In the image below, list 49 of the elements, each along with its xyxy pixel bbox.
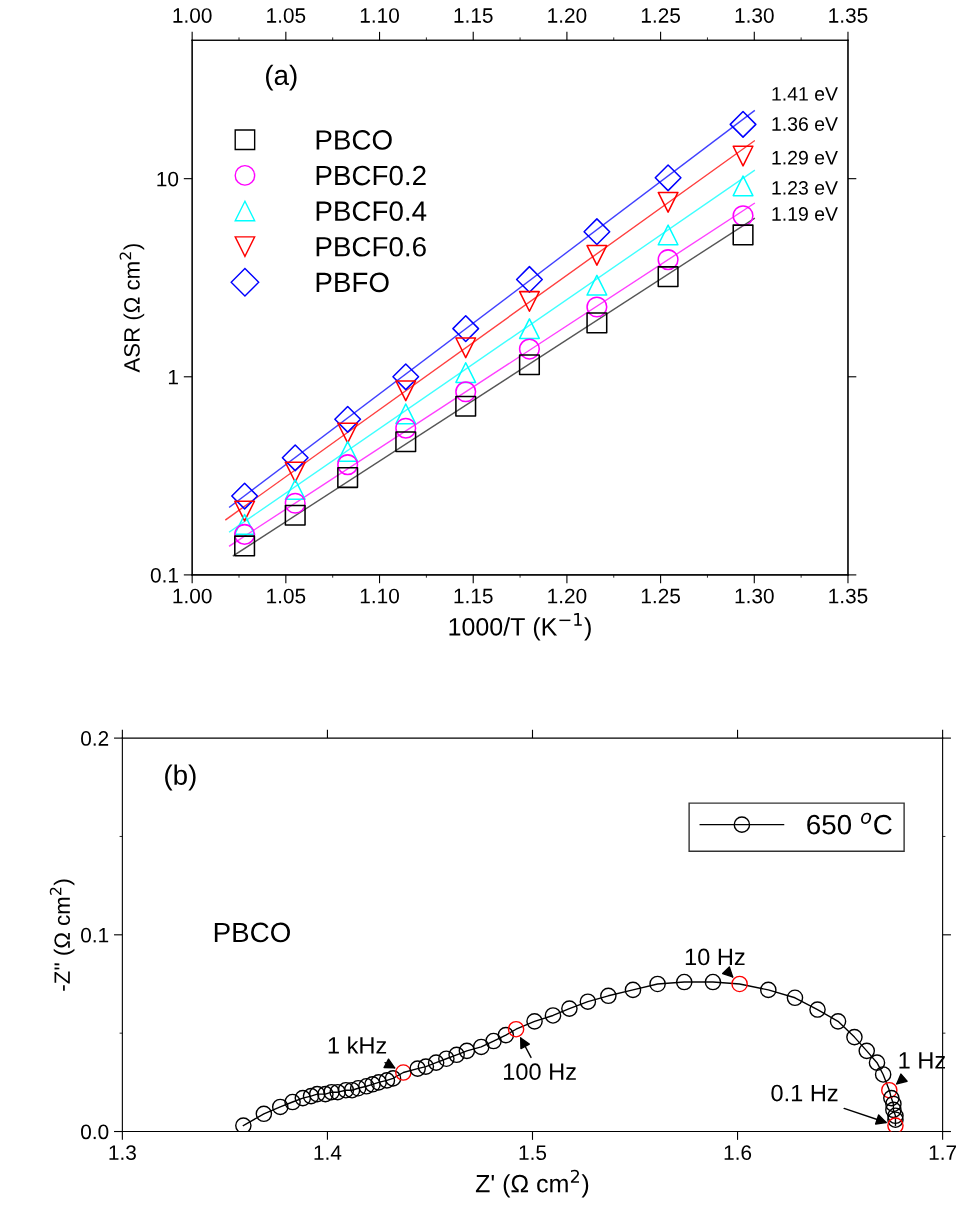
x-tick-label: 1.6	[724, 1145, 752, 1161]
x-tick-label: 1.15	[454, 588, 493, 604]
annotation: 1.41 eV	[772, 87, 838, 101]
legend-label: PBCF0.2	[316, 165, 426, 186]
x2-tick-label: 1.00	[173, 8, 212, 23]
legend-label: PBCO	[316, 130, 392, 150]
annotation: (a)	[266, 64, 297, 91]
y-tick-label: 0.0	[81, 1124, 109, 1140]
x-axis-title: 1000/T (K$^{−1}$)	[449, 613, 591, 641]
annotation: 1.23 eV	[772, 180, 838, 195]
x-tick-label: 1.4	[314, 1145, 342, 1160]
legend-label: 650 $^{o}$C	[807, 812, 892, 835]
x-axis-title: Z' (Ω cm$^{2}$)	[475, 1169, 589, 1198]
annotation: 1.29 eV	[772, 150, 838, 165]
x-tick-label: 1.3	[109, 1145, 136, 1161]
y-axis-title: ASR (Ω cm$^{2}$)	[119, 244, 145, 373]
annotation: PBCO	[214, 922, 290, 943]
x2-tick-label: 1.25	[641, 8, 680, 23]
x2-tick-label: 1.15	[454, 8, 493, 23]
x-tick-label: 1.35	[829, 588, 868, 604]
x2-tick-label: 1.20	[548, 8, 587, 23]
legend-label: PBCF0.4	[316, 201, 427, 221]
x2-tick-label: 1.30	[735, 8, 774, 23]
x-tick-label: 1.30	[735, 588, 774, 604]
annotation: 100 Hz	[504, 1063, 576, 1081]
y-tick-label: 1	[168, 370, 178, 385]
x-tick-label: 1.10	[360, 588, 399, 604]
annotation: (b)	[165, 764, 196, 791]
annotation: 1 kHz	[328, 1036, 387, 1054]
annotation: 1.36 eV	[772, 117, 838, 131]
y-tick-label: 0.1	[150, 567, 178, 583]
y-axis-title: -Z'' (Ω cm$^{2}$)	[49, 879, 75, 991]
x-tick-label: 1.5	[519, 1145, 547, 1161]
y-tick-label: 0.2	[81, 731, 109, 746]
annotation: 1.19 eV	[772, 207, 838, 221]
y-tick-label: 10	[157, 171, 179, 187]
x2-tick-label: 1.05	[267, 8, 306, 23]
x-tick-label: 1.7	[929, 1145, 956, 1160]
x-tick-label: 1.05	[267, 588, 306, 604]
x2-tick-label: 1.10	[360, 8, 399, 23]
legend-label: PBCF0.6	[316, 236, 426, 257]
annotation: 0.1 Hz	[771, 1084, 838, 1102]
x-tick-label: 1.00	[173, 588, 212, 604]
x-tick-label: 1.20	[548, 588, 587, 604]
legend-label: PBFO	[316, 272, 389, 293]
annotation: 10 Hz	[685, 948, 745, 966]
x2-tick-label: 1.35	[829, 8, 868, 23]
x-tick-label: 1.25	[641, 588, 680, 604]
y-tick-label: 0.1	[81, 927, 109, 943]
